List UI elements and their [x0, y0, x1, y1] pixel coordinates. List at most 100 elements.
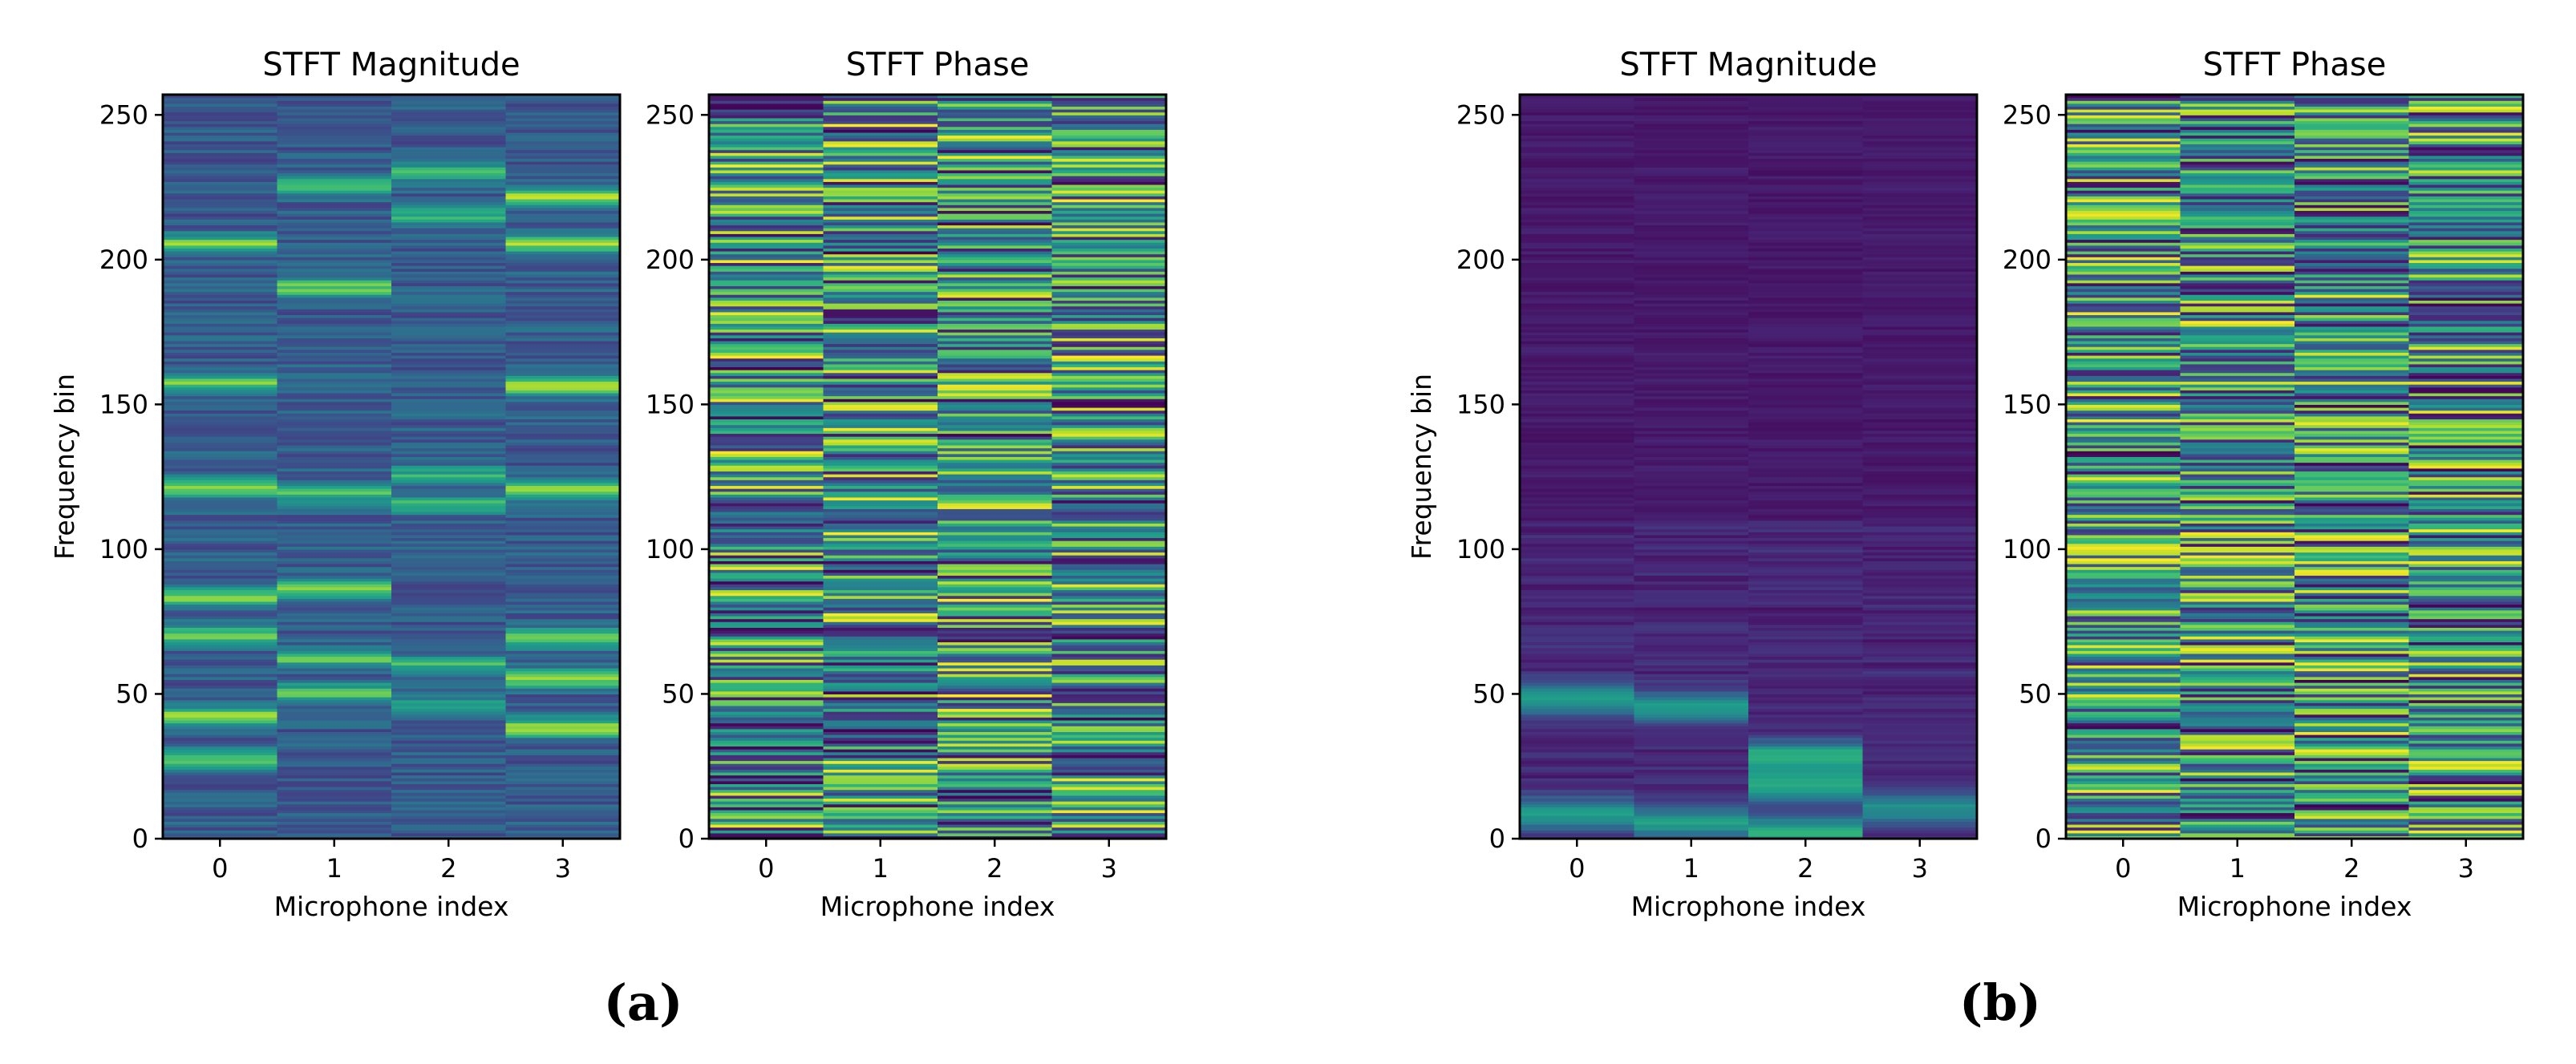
heatmap-cell: [163, 106, 278, 110]
heatmap-cell: [391, 169, 507, 174]
heatmap-cell: [2408, 340, 2524, 345]
heatmap-cell: [2408, 294, 2524, 298]
heatmap-cell: [1051, 462, 1167, 466]
heatmap-cell: [2180, 228, 2295, 232]
heatmap-cell: [2066, 505, 2181, 509]
heatmap-cell: [2408, 451, 2524, 455]
heatmap-cell: [505, 557, 621, 561]
heatmap-cell: [277, 532, 392, 536]
heatmap-cell: [709, 404, 824, 408]
heatmap-cell: [1051, 280, 1167, 284]
heatmap-cell: [1748, 404, 1864, 408]
heatmap-cell: [1051, 555, 1167, 559]
heatmap-cell: [2408, 624, 2524, 628]
heatmap-cell: [1862, 809, 1978, 814]
heatmap-cell: [505, 807, 621, 811]
heatmap-cell: [163, 742, 278, 747]
heatmap-cell: [505, 147, 621, 151]
heatmap-cell: [2066, 422, 2181, 426]
heatmap-cell: [2295, 158, 2410, 162]
heatmap-cell: [391, 604, 507, 608]
heatmap-cell: [1748, 178, 1864, 182]
heatmap-cell: [1051, 138, 1167, 142]
heatmap-cell: [823, 832, 938, 836]
heatmap-cell: [2066, 386, 2181, 390]
heatmap-cell: [1748, 309, 1864, 313]
heatmap-cell: [709, 424, 824, 428]
heatmap-cell: [2408, 595, 2524, 599]
heatmap-cell: [163, 117, 278, 122]
heatmap-cell: [2408, 653, 2524, 657]
heatmap-cell: [2295, 167, 2410, 171]
heatmap-cell: [1051, 771, 1167, 776]
heatmap-cell: [1520, 823, 1635, 828]
heatmap-cell: [938, 676, 1053, 680]
heatmap-cell: [163, 500, 278, 504]
heatmap-cell: [1520, 340, 1635, 345]
heatmap-cell: [1748, 302, 1864, 307]
heatmap-cell: [2408, 740, 2524, 744]
heatmap-cell: [1862, 395, 1978, 399]
heatmap-cell: [1862, 294, 1978, 298]
heatmap-cell: [505, 722, 621, 726]
heatmap-cell: [277, 679, 392, 683]
heatmap-cell: [1862, 482, 1978, 487]
heatmap-cell: [2066, 268, 2181, 272]
heatmap-cell: [1520, 474, 1635, 478]
heatmap-cell: [938, 210, 1053, 214]
heatmap-cell: [2295, 532, 2410, 536]
heatmap-cell: [1634, 161, 1749, 165]
heatmap-cell: [2180, 354, 2295, 359]
heatmap-cell: [938, 147, 1053, 151]
heatmap-cell: [391, 103, 507, 107]
heatmap-cell: [1748, 630, 1864, 634]
heatmap-cell: [1862, 257, 1978, 261]
heatmap-cell: [1748, 346, 1864, 350]
heatmap-cell: [277, 172, 392, 176]
heatmap-cell: [163, 242, 278, 246]
heatmap-cell: [709, 734, 824, 738]
heatmap-cell: [1634, 719, 1749, 724]
heatmap-cell: [2180, 297, 2295, 301]
heatmap-cell: [1520, 245, 1635, 249]
heatmap-cell: [938, 792, 1053, 796]
heatmap-cell: [1634, 332, 1749, 336]
heatmap-cell: [1051, 757, 1167, 762]
heatmap-cell: [1748, 685, 1864, 689]
heatmap-cell: [2408, 187, 2524, 191]
heatmap-cell: [2066, 740, 2181, 744]
heatmap-cell: [2295, 598, 2410, 602]
heatmap-cell: [1051, 297, 1167, 301]
heatmap-cell: [1748, 262, 1864, 266]
heatmap-cell: [2295, 103, 2410, 107]
heatmap-cell: [1634, 769, 1749, 773]
heatmap-cell: [823, 181, 938, 185]
heatmap-cell: [823, 578, 938, 582]
heatmap-cell: [2180, 436, 2295, 440]
heatmap-cell: [277, 111, 392, 115]
heatmap-cell: [1520, 259, 1635, 264]
heatmap-cell: [1051, 239, 1167, 243]
heatmap-cell: [505, 586, 621, 591]
heatmap-cell: [1520, 728, 1635, 732]
heatmap-cell: [1634, 607, 1749, 611]
heatmap-cell: [2180, 598, 2295, 602]
heatmap-cell: [2408, 734, 2524, 738]
heatmap-cell: [1051, 645, 1167, 649]
heatmap-cell: [505, 572, 621, 577]
heatmap-cell: [1748, 439, 1864, 443]
heatmap-cell: [1520, 172, 1635, 176]
heatmap-cell: [1634, 523, 1749, 527]
heatmap-cell: [163, 167, 278, 171]
heatmap-cell: [938, 809, 1053, 814]
heatmap-cell: [938, 526, 1053, 530]
heatmap-cell: [823, 230, 938, 234]
heatmap-cell: [1862, 638, 1978, 643]
heatmap-cell: [2180, 812, 2295, 816]
heatmap-cell: [1051, 305, 1167, 309]
heatmap-cell: [1748, 225, 1864, 229]
heatmap-cell: [1862, 699, 1978, 703]
heatmap-cell: [2180, 534, 2295, 539]
heatmap-cell: [2066, 340, 2181, 345]
heatmap-cell: [2295, 447, 2410, 451]
